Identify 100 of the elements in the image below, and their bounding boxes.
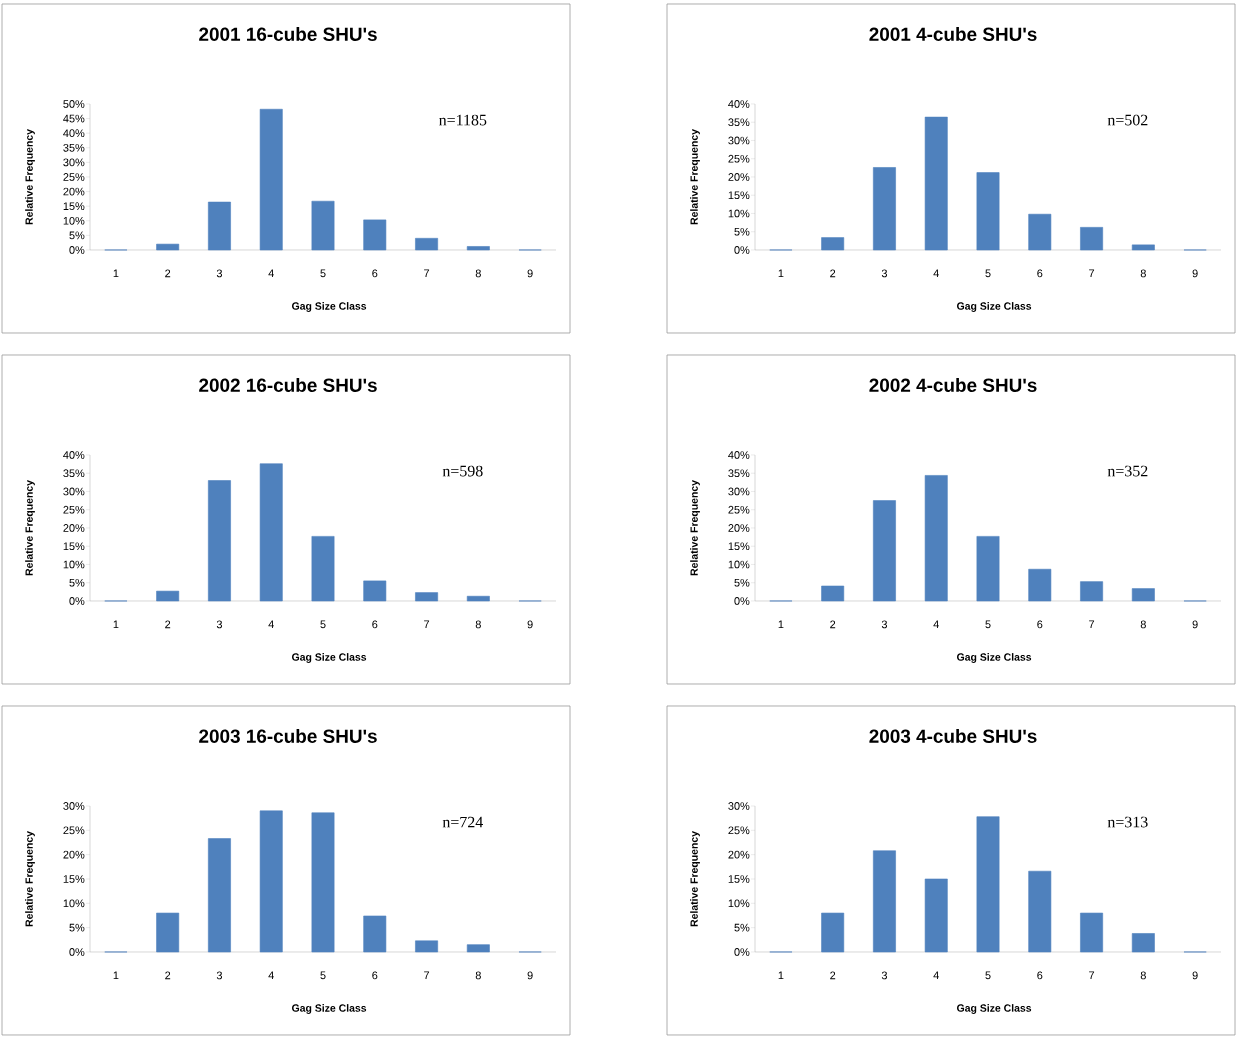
- bar: [363, 580, 387, 602]
- x-tick-label: 3: [881, 620, 888, 629]
- x-tick-label: 7: [1089, 971, 1095, 980]
- x-axis-title: Gag Size Class: [291, 302, 367, 312]
- x-tick-label: 4: [268, 971, 274, 980]
- y-tick-label: 35%: [728, 118, 750, 127]
- bar: [156, 243, 180, 251]
- y-tick-label: 50%: [63, 100, 85, 108]
- bar: [1080, 581, 1103, 602]
- y-tick-label: 40%: [728, 100, 750, 108]
- x-tick-label: 6: [372, 269, 378, 278]
- x-tick-label: 1: [113, 269, 119, 278]
- x-tick-label: 9: [527, 269, 533, 278]
- bar: [821, 585, 845, 602]
- bar: [259, 108, 283, 251]
- x-tick-label: 8: [475, 269, 481, 278]
- x-tick-label: 1: [113, 971, 119, 980]
- y-tick-label: 30%: [728, 487, 750, 496]
- x-tick-label: 3: [216, 971, 223, 980]
- bar: [156, 590, 180, 602]
- annotation: n=502: [1107, 114, 1148, 126]
- x-axis-title: Gag Size Class: [956, 302, 1032, 312]
- y-tick-label: 15%: [728, 875, 750, 883]
- y-axis-title: Relative Frequency: [25, 480, 35, 576]
- x-tick-label: 4: [933, 971, 939, 980]
- x-tick-label: 2: [830, 269, 836, 278]
- y-axis-title: Relative Frequency: [25, 129, 35, 225]
- bar: [259, 463, 283, 602]
- x-tick-label: 9: [1192, 269, 1198, 278]
- x-tick-label: 6: [372, 620, 378, 629]
- y-tick-label: 45%: [63, 114, 85, 123]
- bar: [873, 167, 896, 251]
- bar: [873, 500, 896, 602]
- chart-title: 2003 16-cube SHU's: [199, 729, 377, 743]
- y-tick-label: 30%: [63, 487, 85, 496]
- bar: [1028, 213, 1052, 251]
- bar: [156, 912, 180, 953]
- x-tick-label: 3: [216, 620, 223, 629]
- y-tick-label: 15%: [728, 191, 750, 200]
- y-tick-label: 5%: [734, 923, 750, 932]
- x-tick-label: 5: [985, 269, 991, 278]
- y-tick-label: 0%: [69, 246, 85, 254]
- x-tick-label: 2: [165, 620, 171, 629]
- x-tick-label: 6: [1037, 620, 1043, 629]
- y-tick-label: 10%: [63, 899, 85, 908]
- x-tick-label: 7: [1089, 269, 1095, 278]
- bar: [311, 536, 335, 602]
- y-tick-label: 5%: [734, 578, 750, 587]
- x-tick-label: 5: [320, 620, 326, 629]
- x-axis-title: Gag Size Class: [956, 653, 1032, 663]
- x-axis-title: Gag Size Class: [291, 1004, 367, 1014]
- bar: [924, 116, 948, 251]
- x-tick-label: 2: [830, 971, 836, 980]
- y-tick-label: 30%: [728, 802, 750, 810]
- y-axis-title: Relative Frequency: [25, 831, 35, 927]
- x-tick-label: 7: [424, 620, 430, 629]
- bar: [363, 219, 387, 251]
- x-tick-label: 9: [527, 971, 533, 980]
- y-tick-label: 15%: [63, 875, 85, 883]
- y-tick-label: 25%: [728, 505, 750, 514]
- x-tick-label: 4: [268, 620, 274, 629]
- bar: [924, 878, 948, 953]
- y-tick-label: 0%: [734, 597, 750, 605]
- x-tick-label: 8: [1140, 971, 1146, 980]
- bar: [415, 592, 438, 602]
- x-tick-label: 4: [933, 620, 939, 629]
- y-tick-label: 5%: [69, 923, 85, 932]
- y-tick-label: 35%: [63, 143, 85, 152]
- x-tick-label: 3: [881, 269, 888, 278]
- y-tick-label: 15%: [63, 202, 85, 211]
- x-axis-title: Gag Size Class: [291, 653, 367, 663]
- chart-title: 2001 16-cube SHU's: [199, 27, 377, 41]
- x-tick-label: 2: [830, 620, 836, 629]
- y-tick-label: 20%: [728, 524, 750, 532]
- bar: [208, 201, 231, 251]
- y-tick-label: 0%: [734, 246, 750, 254]
- bar: [415, 940, 438, 953]
- y-tick-label: 30%: [63, 802, 85, 810]
- chart-title: 2002 4-cube SHU's: [869, 378, 1037, 392]
- y-tick-label: 40%: [63, 451, 85, 459]
- bar: [873, 850, 896, 953]
- x-tick-label: 9: [1192, 620, 1198, 629]
- y-axis-title: Relative Frequency: [690, 129, 700, 225]
- annotation: n=598: [442, 465, 483, 477]
- y-tick-label: 25%: [728, 154, 750, 163]
- y-tick-label: 25%: [728, 826, 750, 835]
- annotation: n=352: [1107, 465, 1148, 477]
- y-tick-label: 0%: [734, 948, 750, 956]
- bar: [466, 944, 490, 953]
- x-tick-label: 9: [1192, 971, 1198, 980]
- y-tick-label: 20%: [728, 850, 750, 859]
- x-tick-label: 3: [216, 269, 223, 278]
- y-tick-label: 25%: [63, 505, 85, 514]
- x-tick-label: 6: [1037, 269, 1043, 278]
- y-tick-label: 10%: [63, 216, 85, 225]
- y-tick-label: 15%: [728, 542, 750, 551]
- x-tick-label: 5: [320, 971, 326, 980]
- x-axis-title: Gag Size Class: [956, 1004, 1032, 1014]
- chart-title: 2003 4-cube SHU's: [869, 729, 1037, 743]
- y-tick-label: 35%: [728, 469, 750, 478]
